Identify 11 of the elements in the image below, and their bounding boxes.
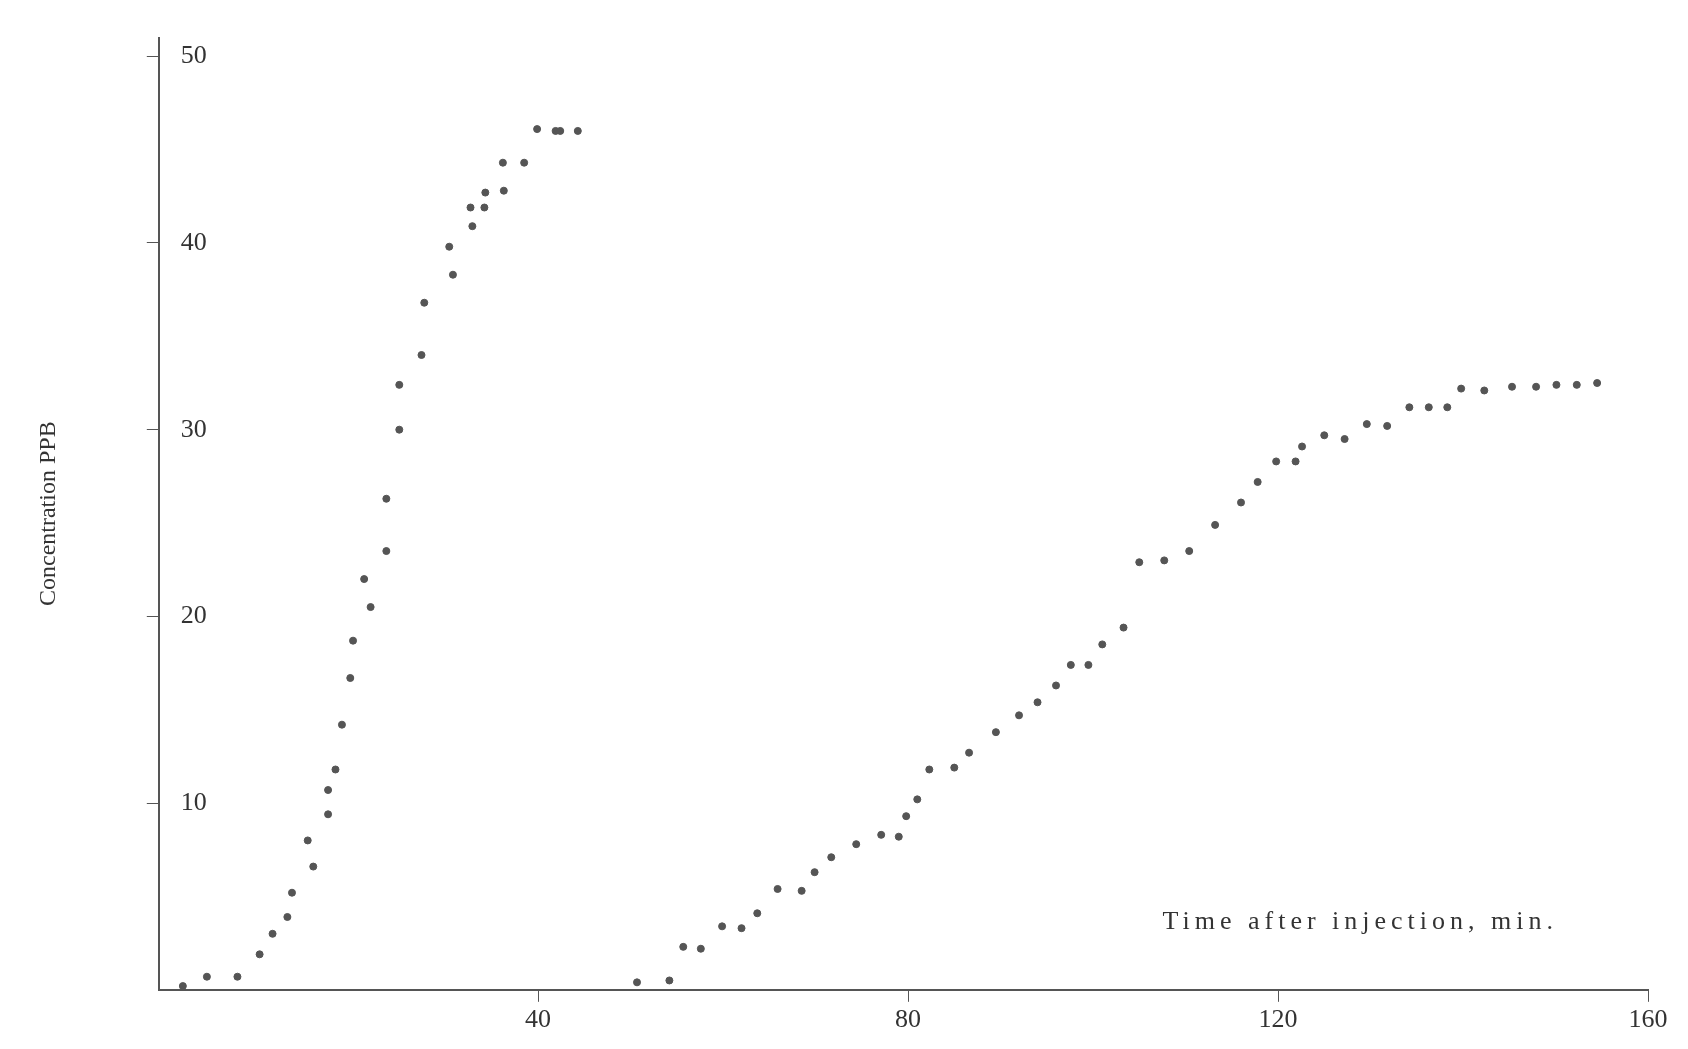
x-tick-label: 40	[525, 1004, 552, 1034]
x-tick-label: 120	[1258, 1004, 1298, 1034]
y-tick-label: 50	[180, 40, 207, 70]
x-tick-label: 160	[1628, 1004, 1668, 1034]
x-tick-label: 80	[895, 1004, 922, 1034]
y-tick-label: 40	[180, 226, 207, 256]
y-axis-title: Concentration PPB	[33, 421, 60, 607]
y-tick-label: 20	[180, 600, 207, 630]
x-axis-title: Time after injection, min.	[1162, 905, 1558, 935]
y-tick-label: 10	[180, 786, 207, 816]
y-tick-label: 30	[180, 413, 207, 443]
